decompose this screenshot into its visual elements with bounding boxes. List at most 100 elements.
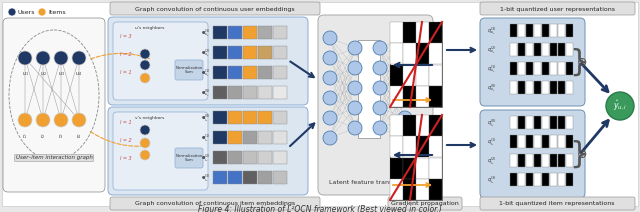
- Bar: [534, 154, 541, 167]
- Bar: [550, 81, 557, 94]
- Bar: [403, 65, 416, 86]
- Bar: [542, 173, 549, 186]
- Bar: [510, 135, 517, 148]
- Circle shape: [54, 113, 68, 127]
- Bar: [526, 43, 533, 56]
- Text: $\mathbf{e}^{(0)}_{i_1}$: $\mathbf{e}^{(0)}_{i_1}$: [201, 112, 211, 124]
- Bar: [390, 137, 403, 157]
- Text: $q^{(3)}_{u_1}$: $q^{(3)}_{u_1}$: [487, 25, 497, 37]
- Bar: [542, 24, 549, 37]
- Text: $q^{(0)}_{i_1}$: $q^{(0)}_{i_1}$: [487, 117, 497, 129]
- Text: l = 3: l = 3: [120, 155, 132, 160]
- Circle shape: [398, 31, 412, 45]
- Bar: [558, 62, 565, 75]
- Bar: [534, 62, 541, 75]
- Text: l = 2: l = 2: [120, 52, 132, 57]
- Text: Figure 4: Illustration of L²OCN framework (Best viewed in color.): Figure 4: Illustration of L²OCN framewor…: [198, 205, 442, 212]
- Circle shape: [323, 51, 337, 65]
- Bar: [510, 43, 517, 56]
- Circle shape: [398, 111, 412, 125]
- FancyBboxPatch shape: [3, 18, 105, 192]
- Text: $q^{(2)}_{i_1}$: $q^{(2)}_{i_1}$: [487, 155, 497, 167]
- Text: $q^{(3)}_{i_1}$: $q^{(3)}_{i_1}$: [487, 174, 497, 186]
- Bar: [542, 81, 549, 94]
- Bar: [390, 65, 403, 86]
- Circle shape: [38, 8, 46, 16]
- Text: $\mathbf{e}^{(3)}_{i_1}$: $\mathbf{e}^{(3)}_{i_1}$: [201, 172, 211, 184]
- FancyBboxPatch shape: [110, 2, 320, 15]
- Bar: [566, 154, 573, 167]
- Bar: [526, 24, 533, 37]
- Circle shape: [348, 101, 362, 115]
- Bar: [258, 86, 272, 99]
- Bar: [550, 43, 557, 56]
- Bar: [510, 173, 517, 186]
- Text: Latent feature transformation: Latent feature transformation: [329, 180, 423, 186]
- Bar: [526, 173, 533, 186]
- FancyBboxPatch shape: [480, 18, 585, 106]
- Bar: [518, 43, 525, 56]
- Circle shape: [18, 51, 32, 65]
- Bar: [213, 46, 227, 59]
- Bar: [558, 135, 565, 148]
- Bar: [429, 179, 442, 200]
- Text: Gradient propagation: Gradient propagation: [391, 201, 459, 206]
- Text: $u_3$: $u_3$: [58, 70, 65, 78]
- Circle shape: [18, 113, 32, 127]
- Text: }: }: [570, 139, 589, 169]
- Circle shape: [140, 150, 150, 160]
- Bar: [429, 137, 442, 157]
- Text: $\mathbf{e}^{(1)}_{u_1}$: $\mathbf{e}^{(1)}_{u_1}$: [201, 67, 211, 79]
- Bar: [390, 115, 442, 200]
- FancyBboxPatch shape: [108, 17, 308, 105]
- Text: l = 1: l = 1: [120, 70, 132, 74]
- Text: $u_1$: $u_1$: [22, 70, 28, 78]
- Text: $q^{(0)}_{u_1}$: $q^{(0)}_{u_1}$: [487, 82, 497, 94]
- Circle shape: [373, 101, 387, 115]
- Bar: [550, 154, 557, 167]
- Bar: [534, 116, 541, 129]
- Bar: [566, 135, 573, 148]
- Text: User–item interaction graph: User–item interaction graph: [15, 155, 92, 160]
- Bar: [542, 43, 549, 56]
- Bar: [518, 24, 525, 37]
- FancyBboxPatch shape: [108, 107, 308, 195]
- Bar: [390, 22, 442, 107]
- Bar: [213, 131, 227, 144]
- Bar: [213, 86, 227, 99]
- Bar: [273, 151, 287, 164]
- Text: Normalization
Sum: Normalization Sum: [175, 66, 203, 74]
- Bar: [526, 135, 533, 148]
- Bar: [526, 62, 533, 75]
- Bar: [228, 111, 242, 124]
- Bar: [258, 151, 272, 164]
- Bar: [273, 131, 287, 144]
- Bar: [416, 43, 429, 64]
- Bar: [390, 179, 403, 200]
- Circle shape: [373, 41, 387, 55]
- Bar: [550, 62, 557, 75]
- Bar: [558, 24, 565, 37]
- Circle shape: [373, 81, 387, 95]
- Bar: [403, 158, 416, 179]
- Bar: [258, 131, 272, 144]
- Bar: [510, 81, 517, 94]
- Bar: [403, 137, 416, 157]
- Bar: [566, 62, 573, 75]
- FancyBboxPatch shape: [480, 110, 585, 198]
- Text: $\oplus$: $\oplus$: [577, 56, 588, 68]
- Bar: [550, 116, 557, 129]
- Bar: [558, 173, 565, 186]
- Text: Graph convolution of continuous item embeddings: Graph convolution of continuous item emb…: [135, 201, 295, 206]
- Bar: [243, 46, 257, 59]
- Text: Users: Users: [18, 11, 35, 15]
- Text: $u_2$: $u_2$: [40, 70, 47, 78]
- Bar: [243, 26, 257, 39]
- Bar: [213, 151, 227, 164]
- Bar: [429, 86, 442, 107]
- Text: v's neighbors: v's neighbors: [136, 116, 164, 120]
- Circle shape: [398, 91, 412, 105]
- Bar: [566, 24, 573, 37]
- Bar: [390, 86, 403, 107]
- Bar: [416, 158, 429, 179]
